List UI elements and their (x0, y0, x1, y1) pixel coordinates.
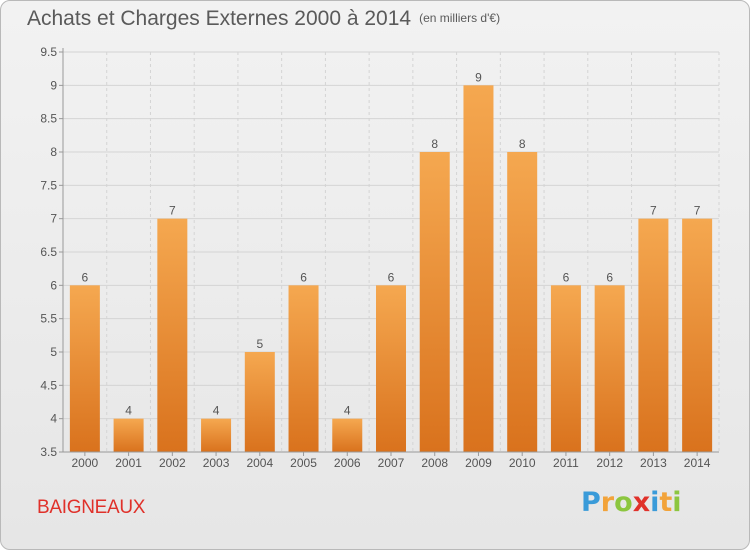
x-tick-label: 2004 (246, 456, 273, 470)
data-label: 6 (388, 270, 395, 284)
bar (201, 418, 232, 452)
logo-letter: r (600, 487, 615, 518)
y-tick-label: 4 (50, 412, 57, 426)
logo-letter: P (581, 487, 601, 518)
data-label: 9 (475, 70, 482, 84)
data-label: 8 (519, 137, 526, 151)
data-label: 6 (300, 270, 307, 284)
proxiti-logo: Proxiti (581, 487, 682, 518)
data-label: 7 (694, 204, 701, 218)
bar (376, 285, 406, 452)
bar (682, 218, 713, 452)
x-tick-label: 2003 (203, 456, 230, 470)
data-label: 4 (213, 404, 220, 418)
data-label: 5 (256, 337, 263, 351)
y-tick-label: 8.5 (40, 112, 57, 126)
bar (550, 285, 581, 452)
x-tick-label: 2009 (465, 456, 492, 470)
data-label: 6 (606, 270, 613, 284)
data-label: 4 (125, 404, 132, 418)
x-tick-label: 2001 (115, 456, 142, 470)
axes (59, 48, 719, 456)
title-text: Achats et Charges Externes 2000 à 2014 (27, 7, 412, 30)
y-tick-label: 3.5 (40, 445, 57, 459)
x-tick-label: 2006 (334, 456, 361, 470)
bar (157, 218, 188, 452)
bars (69, 85, 713, 452)
x-tick-label: 2007 (378, 456, 405, 470)
x-tick-label: 2014 (684, 456, 711, 470)
data-label: 4 (344, 404, 351, 418)
x-tick-label: 2012 (596, 456, 623, 470)
y-tick-label: 9 (50, 78, 57, 92)
y-tick-label: 5.5 (40, 312, 57, 326)
x-tick-label: 2000 (72, 456, 99, 470)
bar (332, 418, 363, 452)
x-tick-label: 2002 (159, 456, 186, 470)
bar (288, 285, 319, 452)
y-tick-label: 7.5 (40, 178, 57, 192)
chart-title: Achats et Charges Externes 2000 à 2014 (e… (27, 7, 500, 31)
logo-letter: t (659, 487, 673, 518)
y-tick-label: 4.5 (40, 378, 57, 392)
y-tick-label: 6.5 (40, 245, 57, 259)
data-label: 8 (431, 137, 438, 151)
y-tick-label: 7 (50, 212, 57, 226)
logo-letter: i (650, 487, 660, 518)
labels: 3.5 4 4.5 5 5.5 6 6.5 7 7.5 8 8.5 9 9.5 6 2000 4 2001 7 20… (40, 45, 710, 470)
bar (638, 218, 669, 452)
logo-letter: i (672, 487, 682, 518)
y-tick-label: 6 (50, 278, 57, 292)
data-label: 7 (169, 204, 176, 218)
data-label: 7 (650, 204, 657, 218)
bar (507, 152, 538, 452)
x-tick-label: 2013 (640, 456, 667, 470)
bar (113, 418, 144, 452)
logo-letter: o (614, 487, 633, 518)
bar (244, 352, 275, 452)
logo-letter: x (632, 487, 651, 518)
unit-label: (en milliers d'€) (419, 11, 501, 25)
y-tick-label: 9.5 (40, 45, 57, 59)
town-name: BAIGNEAUX (37, 497, 146, 518)
y-tick-label: 5 (50, 345, 57, 359)
x-tick-label: 2005 (290, 456, 317, 470)
x-tick-label: 2011 (553, 456, 579, 470)
x-tick-label: 2008 (421, 456, 448, 470)
bar (594, 285, 625, 452)
bar (69, 285, 100, 452)
y-tick-label: 8 (50, 145, 57, 159)
x-tick-label: 2010 (509, 456, 536, 470)
bar (463, 85, 494, 452)
data-label: 6 (563, 270, 570, 284)
data-label: 6 (82, 270, 89, 284)
bar (419, 152, 450, 452)
